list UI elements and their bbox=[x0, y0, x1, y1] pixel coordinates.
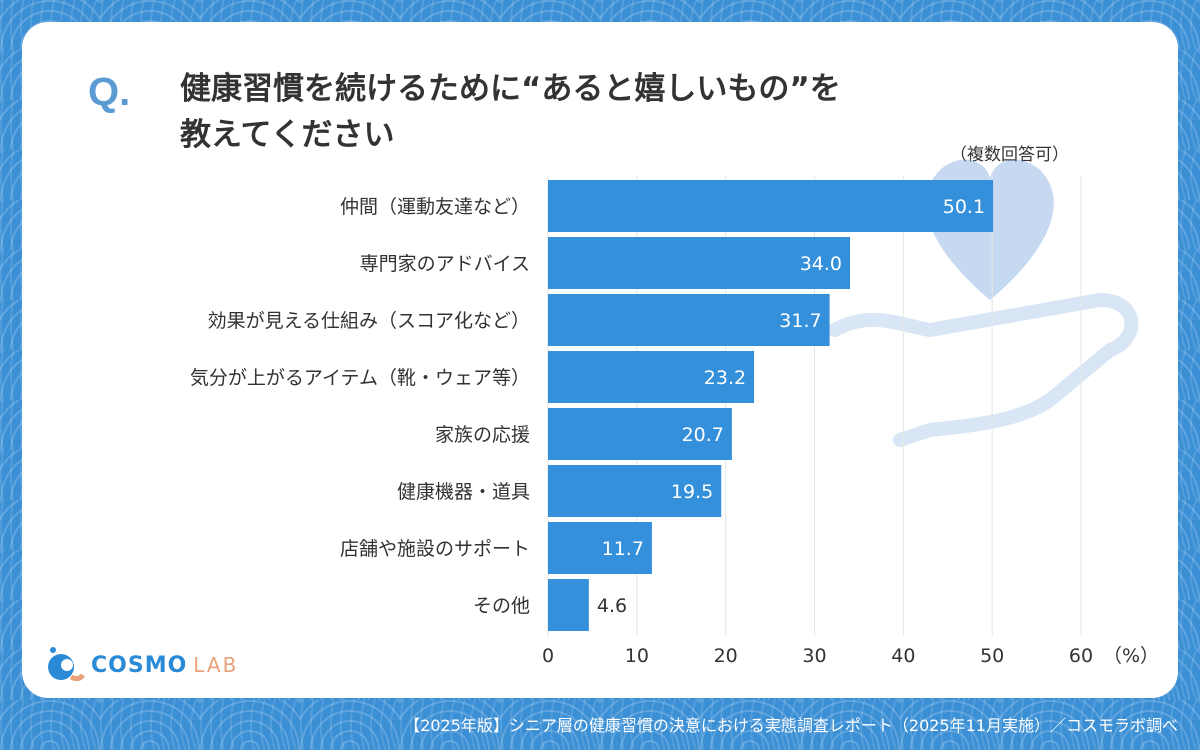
q-mark: Q. bbox=[88, 70, 131, 114]
category-label: 仲間（運動友達など） bbox=[340, 196, 530, 218]
category-label: その他 bbox=[473, 595, 530, 617]
bar bbox=[548, 579, 589, 631]
footer-source: 【2025年版】シニア層の健康習慣の決意における実態調査レポート（2025年11… bbox=[404, 716, 1178, 735]
multiple-answer-note: （複数回答可） bbox=[950, 145, 1069, 165]
data-label: 31.7 bbox=[779, 310, 821, 332]
x-axis-unit: （%） bbox=[1103, 645, 1159, 667]
bar bbox=[548, 294, 830, 346]
category-label: 専門家のアドバイス bbox=[360, 253, 530, 275]
x-tick-label: 30 bbox=[802, 645, 826, 667]
data-label: 11.7 bbox=[602, 538, 644, 560]
data-label: 20.7 bbox=[682, 424, 724, 446]
data-label: 4.6 bbox=[597, 595, 627, 617]
data-label: 23.2 bbox=[704, 367, 746, 389]
x-tick-label: 0 bbox=[542, 645, 554, 667]
x-tick-label: 20 bbox=[714, 645, 738, 667]
logo-mark-icon bbox=[48, 647, 85, 682]
logo-text-main: COSMO bbox=[91, 652, 188, 678]
hand-icon bbox=[828, 292, 1139, 447]
bar bbox=[548, 522, 652, 574]
data-label: 34.0 bbox=[800, 253, 842, 275]
category-label: 健康機器・道具 bbox=[397, 481, 530, 503]
category-label: 気分が上がるアイテム（靴・ウェア等） bbox=[190, 367, 530, 389]
category-label: 家族の応援 bbox=[435, 424, 530, 446]
x-tick-label: 10 bbox=[625, 645, 649, 667]
data-label: 19.5 bbox=[671, 481, 713, 503]
x-tick-label: 60 bbox=[1069, 645, 1093, 667]
x-tick-label: 40 bbox=[891, 645, 915, 667]
title-line-2: 教えてください bbox=[180, 117, 395, 153]
bar bbox=[548, 408, 732, 460]
bar bbox=[548, 180, 994, 232]
bar bbox=[548, 237, 851, 289]
data-label: 50.1 bbox=[943, 196, 985, 218]
logo-text-sub: LAB bbox=[193, 653, 239, 677]
category-label: 店舗や施設のサポート bbox=[340, 538, 530, 560]
x-tick-label: 50 bbox=[980, 645, 1004, 667]
cosmo-lab-logo: COSMO LAB bbox=[45, 645, 238, 685]
category-label: 効果が見える仕組み（スコア化など） bbox=[208, 310, 530, 332]
title-line-1: 健康習慣を続けるために“あると嬉しいもの”を bbox=[180, 71, 841, 107]
page-title: 健康習慣を続けるために“あると嬉しいもの”を 教えてください bbox=[180, 66, 980, 158]
bar bbox=[548, 465, 722, 517]
bar bbox=[548, 351, 755, 403]
